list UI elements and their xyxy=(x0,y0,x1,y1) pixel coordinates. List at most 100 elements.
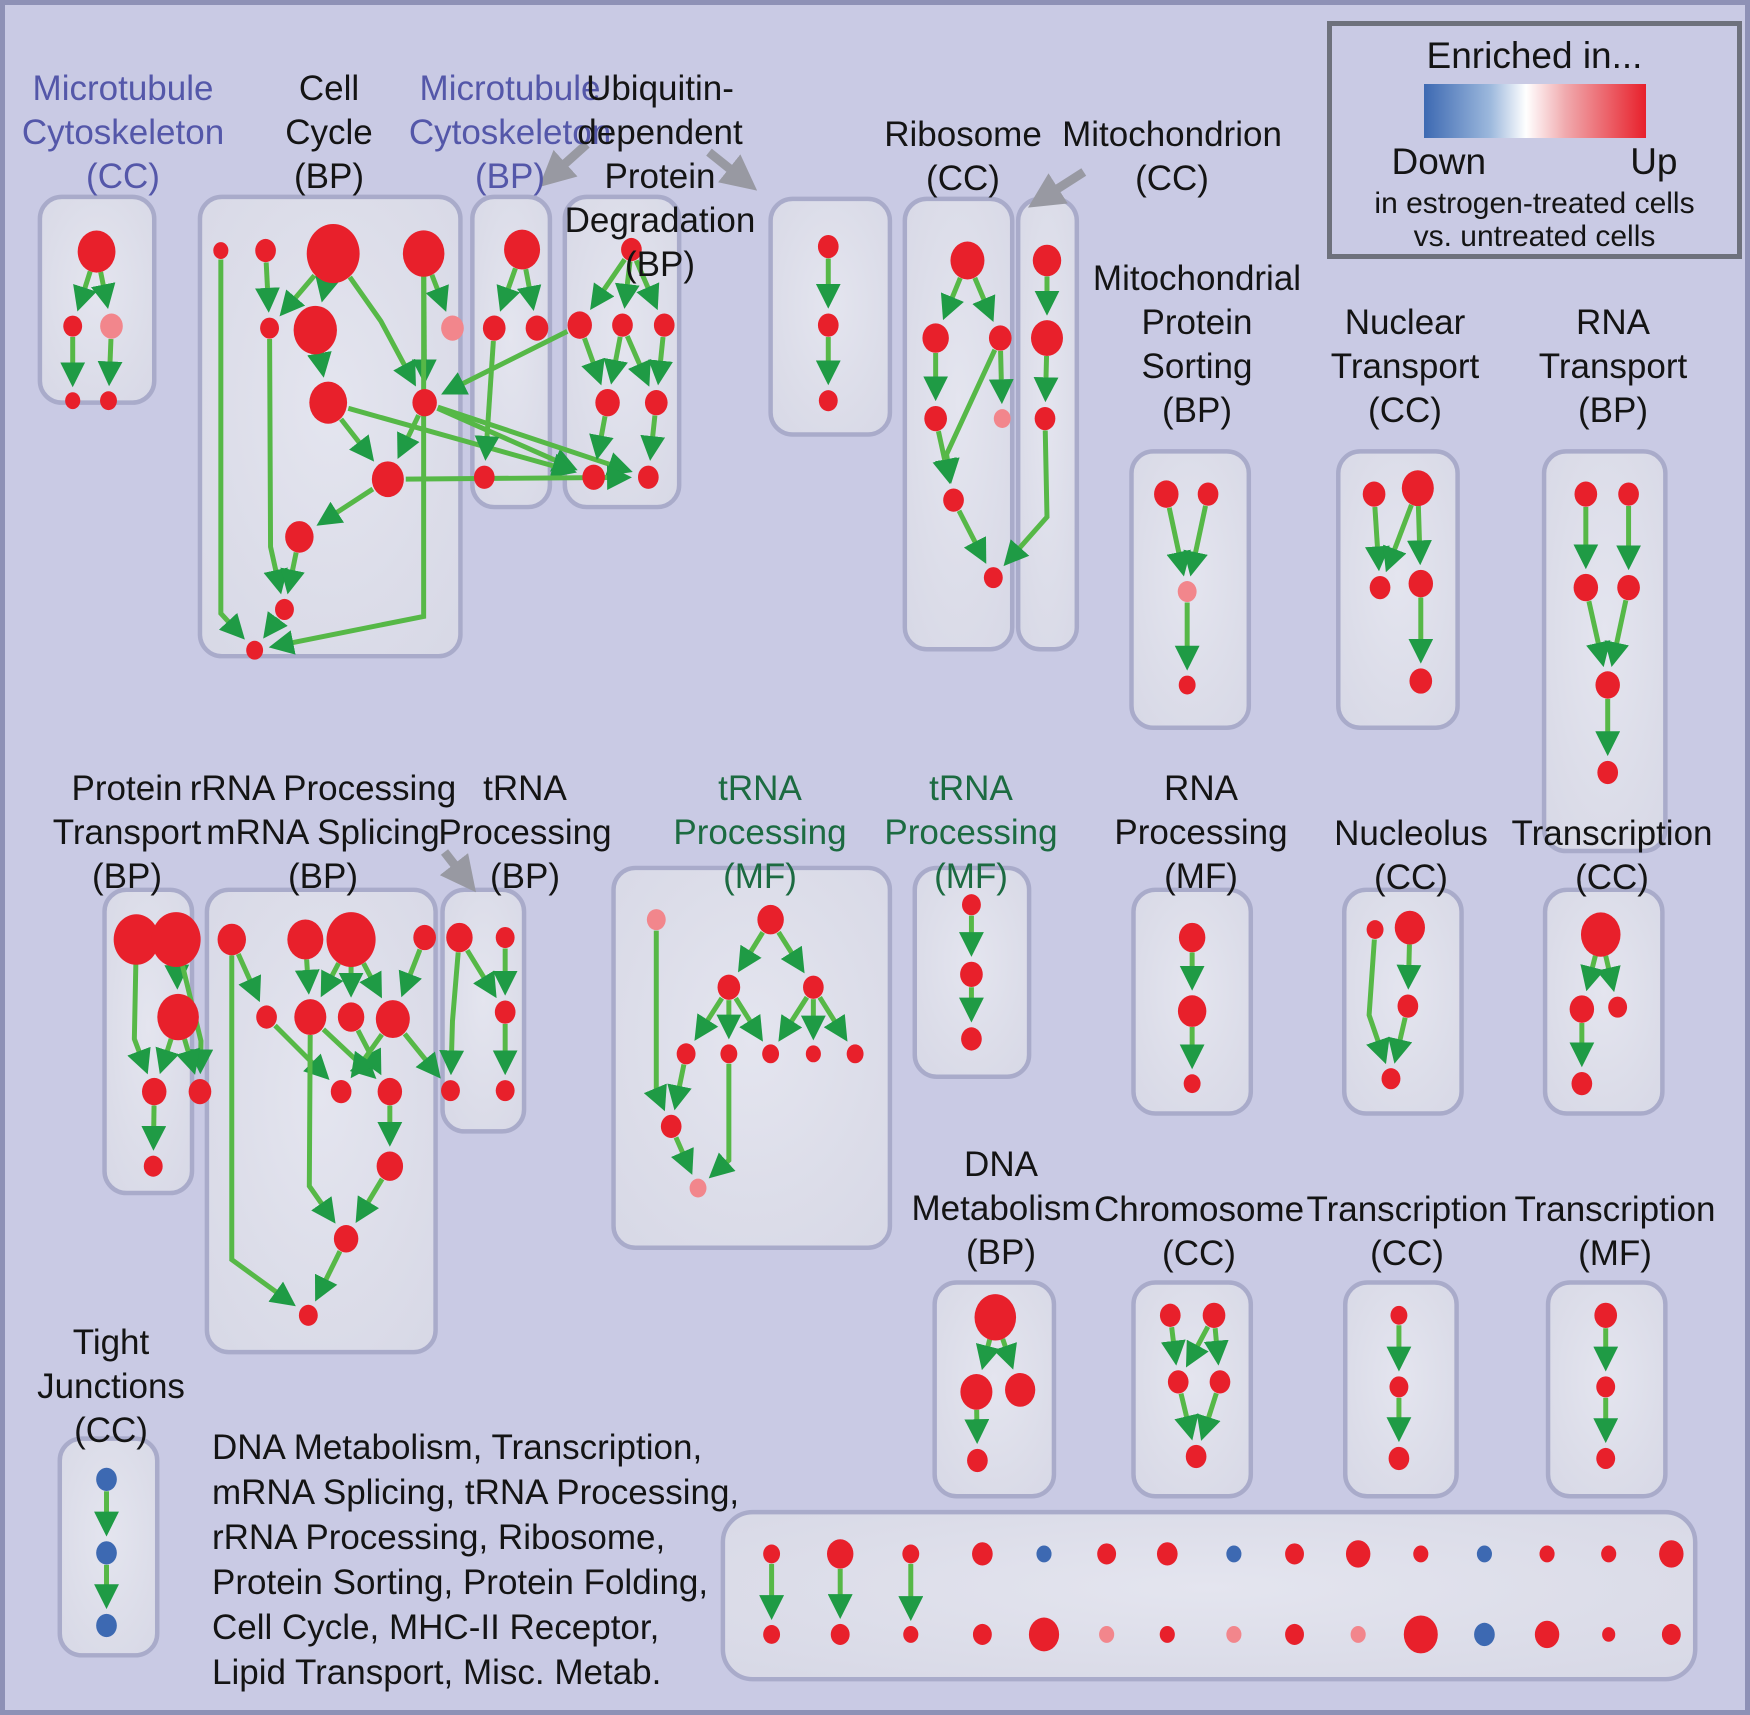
legend-up-label: Up xyxy=(1630,141,1678,182)
node-w3 xyxy=(717,974,741,1000)
legend-box: Enriched in... Down Up in estrogen-treat… xyxy=(1327,21,1742,259)
node-d1 xyxy=(974,1294,1017,1341)
node-cc11 xyxy=(246,640,264,660)
legend-caption-2: vs. untreated cells xyxy=(1413,220,1656,253)
legend-down-label: Down xyxy=(1391,141,1487,182)
node-q8 xyxy=(375,1000,410,1039)
node-t1 xyxy=(1032,244,1062,277)
node-cc8 xyxy=(371,461,404,498)
edge-s1-s3 xyxy=(1166,507,1191,577)
edge-w4-w7 xyxy=(778,995,810,1042)
node-y2 xyxy=(1177,995,1207,1027)
node-r2 xyxy=(922,323,949,353)
node-cc10 xyxy=(275,598,294,620)
node-m1 xyxy=(504,229,541,270)
legend-title: Enriched in... xyxy=(1426,35,1643,76)
node-cc3 xyxy=(306,224,360,284)
node-z3 xyxy=(1397,994,1419,1018)
node-bt4 xyxy=(972,1542,993,1566)
ubiquitin-pointer-left-arrow-icon xyxy=(538,140,590,188)
box-ubiquitin-a xyxy=(562,194,682,510)
edge-p3-p4 xyxy=(155,1038,180,1075)
edge-u2-hub xyxy=(441,329,569,395)
node-q2 xyxy=(287,919,324,960)
node-bt7 xyxy=(1156,1542,1178,1566)
edge-p3-p5 xyxy=(176,1038,200,1075)
edge-w5-w10 xyxy=(667,1064,692,1111)
node-w8 xyxy=(805,1045,821,1063)
node-u8 xyxy=(637,465,659,489)
node-e1 xyxy=(1390,1305,1408,1325)
edge-q8-q9 xyxy=(350,1032,384,1079)
edge-q5-q9 xyxy=(273,1023,330,1081)
node-bt6 xyxy=(1097,1543,1117,1565)
legend-gradient-bar xyxy=(1423,84,1646,138)
node-ccp xyxy=(441,315,464,341)
node-p5 xyxy=(188,1079,212,1105)
node-cc5 xyxy=(260,317,279,339)
node-y1 xyxy=(1178,922,1206,953)
edge-m2-m4 xyxy=(474,340,500,461)
node-u3 xyxy=(612,313,633,337)
edge-z1-z4 xyxy=(1366,939,1390,1065)
node-h1 xyxy=(1159,1303,1181,1327)
node-bt5 xyxy=(1036,1545,1052,1563)
edge-q2-q6 xyxy=(294,959,320,995)
node-f2 xyxy=(1596,1376,1616,1398)
edge-z2-z3 xyxy=(1396,944,1422,990)
node-z2 xyxy=(1394,910,1425,945)
box-misc-strip xyxy=(720,1509,1698,1682)
node-bb12 xyxy=(1474,1622,1495,1647)
node-p2 xyxy=(151,912,201,967)
node-rt2 xyxy=(1618,482,1639,506)
node-g1 xyxy=(96,1467,117,1491)
node-cc1 xyxy=(213,242,229,260)
edge-r1-r2 xyxy=(940,277,964,321)
node-v3 xyxy=(818,390,838,412)
node-bb15 xyxy=(1661,1623,1681,1645)
node-u4 xyxy=(653,313,675,337)
edge-w6-w11 xyxy=(708,1063,736,1179)
network-nodes xyxy=(63,224,1684,1654)
node-m3 xyxy=(525,315,549,341)
edge-r4-r6 xyxy=(932,430,957,485)
node-q4 xyxy=(413,924,436,951)
edge-cc6-cc7 xyxy=(307,351,332,378)
node-bb6 xyxy=(1099,1625,1115,1643)
edge-t3-r7 xyxy=(1003,430,1050,567)
node-bb4 xyxy=(972,1623,992,1645)
edge-q1-q13 xyxy=(229,955,296,1307)
edge-u1-u2 xyxy=(590,258,627,310)
node-r3 xyxy=(988,325,1012,351)
node-rt1 xyxy=(1574,481,1598,507)
node-r4 xyxy=(924,405,947,432)
edge-r3-r5 xyxy=(988,350,1014,405)
node-k2 xyxy=(1569,995,1595,1023)
ubiquitin-pointer-right-arrow-icon xyxy=(706,148,758,191)
node-bt1 xyxy=(763,1544,781,1564)
edge-h3-h5 xyxy=(1174,1392,1199,1441)
node-h3 xyxy=(1167,1370,1189,1394)
edge-a1-a2 xyxy=(73,270,97,312)
node-bt13 xyxy=(1539,1545,1555,1563)
legend-caption-1: in estrogen-treated cells xyxy=(1374,187,1695,220)
node-bt9 xyxy=(1285,1543,1304,1565)
node-cc6 xyxy=(293,305,337,355)
edge-w2-w3 xyxy=(737,931,765,973)
node-rt3 xyxy=(1573,573,1599,602)
node-bt14 xyxy=(1601,1545,1617,1563)
edge-q12-q13 xyxy=(314,1250,343,1302)
edge-q11-q12 xyxy=(355,1177,385,1224)
node-k4 xyxy=(1571,1072,1593,1096)
node-w1 xyxy=(646,909,666,931)
node-v1 xyxy=(817,234,839,259)
edge-p2-p5 xyxy=(180,964,214,1075)
network-svg xyxy=(37,140,1698,1682)
node-tb1 xyxy=(446,922,473,953)
edge-w1-w10 xyxy=(643,930,667,1112)
node-u1 xyxy=(621,237,642,262)
node-p4 xyxy=(141,1077,167,1106)
node-bt11 xyxy=(1413,1545,1429,1563)
node-bb2 xyxy=(830,1623,850,1645)
